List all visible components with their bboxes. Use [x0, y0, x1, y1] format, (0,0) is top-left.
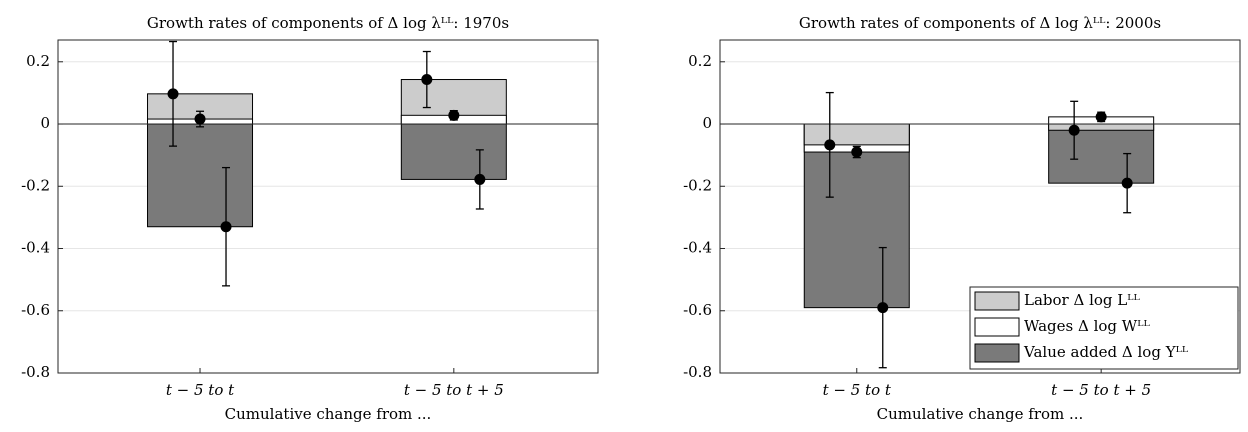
- point: [220, 221, 232, 233]
- point: [1068, 124, 1080, 136]
- axes-box: [719, 39, 1241, 374]
- point: [1095, 111, 1107, 123]
- point: [824, 139, 836, 151]
- bar: [147, 123, 254, 228]
- bar: [1048, 123, 1155, 131]
- chart-title: Growth rates of components of Δ log λᴸᴸ:…: [147, 14, 509, 32]
- point: [421, 74, 433, 86]
- y-tick-label: -0.6: [683, 301, 712, 319]
- plot-area: [58, 40, 598, 373]
- x-axis-label: Cumulative change from ...: [225, 405, 432, 423]
- y-tick-label: 0: [40, 114, 50, 132]
- x-tick-label: t − 5 to t + 5: [1051, 381, 1151, 399]
- point: [448, 109, 460, 121]
- legend-label: Wages Δ log Wᴸᴸ: [1024, 317, 1150, 335]
- y-tick-label: -0.2: [683, 176, 712, 194]
- y-tick-label: -0.8: [683, 363, 712, 381]
- bar: [1048, 123, 1155, 184]
- bar: [400, 123, 507, 180]
- x-tick-label: t − 5 to t + 5: [404, 381, 504, 399]
- legend-swatch: [974, 343, 1020, 363]
- y-tick-label: -0.6: [21, 301, 50, 319]
- y-tick-label: -0.4: [683, 239, 712, 257]
- point: [1121, 177, 1133, 189]
- x-axis-label: Cumulative change from ...: [877, 405, 1084, 423]
- x-tick-label: t − 5 to t: [823, 381, 892, 399]
- x-tick-label: t − 5 to t: [166, 381, 235, 399]
- legend-swatch: [974, 291, 1020, 311]
- y-tick-label: -0.4: [21, 239, 50, 257]
- bar: [803, 123, 910, 146]
- axes-box: [57, 39, 599, 374]
- y-tick-label: -0.8: [21, 363, 50, 381]
- y-tick-label: 0: [702, 114, 712, 132]
- point: [851, 146, 863, 158]
- point: [877, 302, 889, 314]
- legend-label: Value added Δ log Yᴸᴸ: [1023, 343, 1189, 361]
- point: [194, 113, 206, 125]
- chart-title: Growth rates of components of Δ log λᴸᴸ:…: [799, 14, 1161, 32]
- y-tick-label: 0.2: [688, 52, 712, 70]
- point: [167, 88, 179, 100]
- y-tick-label: 0.2: [26, 52, 50, 70]
- legend-label: Labor Δ log Lᴸᴸ: [1024, 291, 1141, 309]
- y-tick-label: -0.2: [21, 176, 50, 194]
- point: [474, 173, 486, 185]
- legend-swatch: [974, 317, 1020, 337]
